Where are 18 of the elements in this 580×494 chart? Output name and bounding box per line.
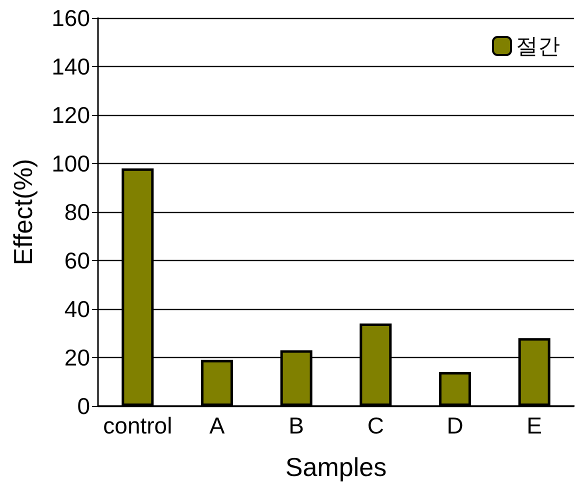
- y-tick-label: 20: [64, 344, 90, 370]
- y-tick-label: 0: [77, 393, 90, 419]
- x-tick-label: A: [209, 412, 226, 438]
- y-tick-label: 140: [52, 54, 90, 80]
- legend-label: 절간: [516, 34, 560, 58]
- y-tick-label: 60: [64, 248, 90, 274]
- y-tick-label: 80: [64, 199, 90, 225]
- x-tick-label: B: [288, 412, 304, 438]
- y-tick-label: 40: [64, 296, 90, 322]
- x-axis-title: Samples: [285, 452, 387, 482]
- x-tick-label: control: [103, 412, 172, 438]
- x-tick-label: E: [526, 412, 542, 438]
- x-tick-label: D: [446, 412, 464, 438]
- y-tick-label: 100: [52, 150, 90, 176]
- y-axis-title: Effect(%): [8, 158, 38, 266]
- x-tick-label: C: [367, 412, 384, 438]
- y-tick-label: 120: [52, 102, 90, 128]
- y-tick-label: 160: [52, 5, 90, 31]
